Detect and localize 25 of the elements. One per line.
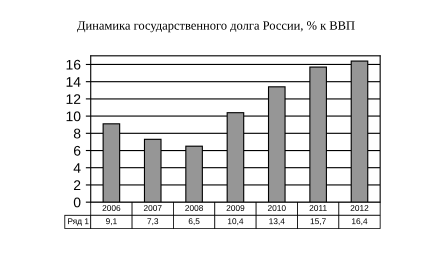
data-label: 13,4	[269, 218, 285, 226]
data-label: 16,4	[352, 218, 368, 226]
y-tick-label: 4	[74, 163, 81, 173]
legend-label: Ряд 1	[68, 218, 89, 226]
x-tick-label: 2010	[268, 205, 286, 211]
y-tick-label: 6	[74, 146, 80, 156]
y-tick-label: 10	[66, 111, 80, 122]
y-tick-label: 0	[74, 197, 80, 208]
x-tick-label: 2006	[102, 205, 120, 211]
chart-title: Динамика государственного долга России, % к ВВП	[77, 21, 355, 32]
x-tick-label: 2011	[310, 205, 327, 211]
y-tick-label: 16	[66, 60, 80, 70]
y-tick-label: 12	[66, 94, 80, 104]
data-label: 6,5	[188, 218, 200, 226]
data-label: 7,3	[147, 218, 158, 226]
x-tick-label: 2009	[226, 205, 244, 211]
data-label: 9,1	[106, 218, 117, 226]
y-tick-label: 2	[74, 180, 80, 190]
y-tick-label: 14	[66, 77, 81, 87]
data-label: 15,7	[310, 218, 326, 226]
x-tick-label: 2012	[350, 205, 368, 211]
data-label: 10,4	[228, 218, 244, 226]
x-tick-label: 2008	[185, 205, 203, 211]
y-tick-label: 8	[74, 128, 80, 138]
x-tick-label: 2007	[144, 205, 162, 211]
